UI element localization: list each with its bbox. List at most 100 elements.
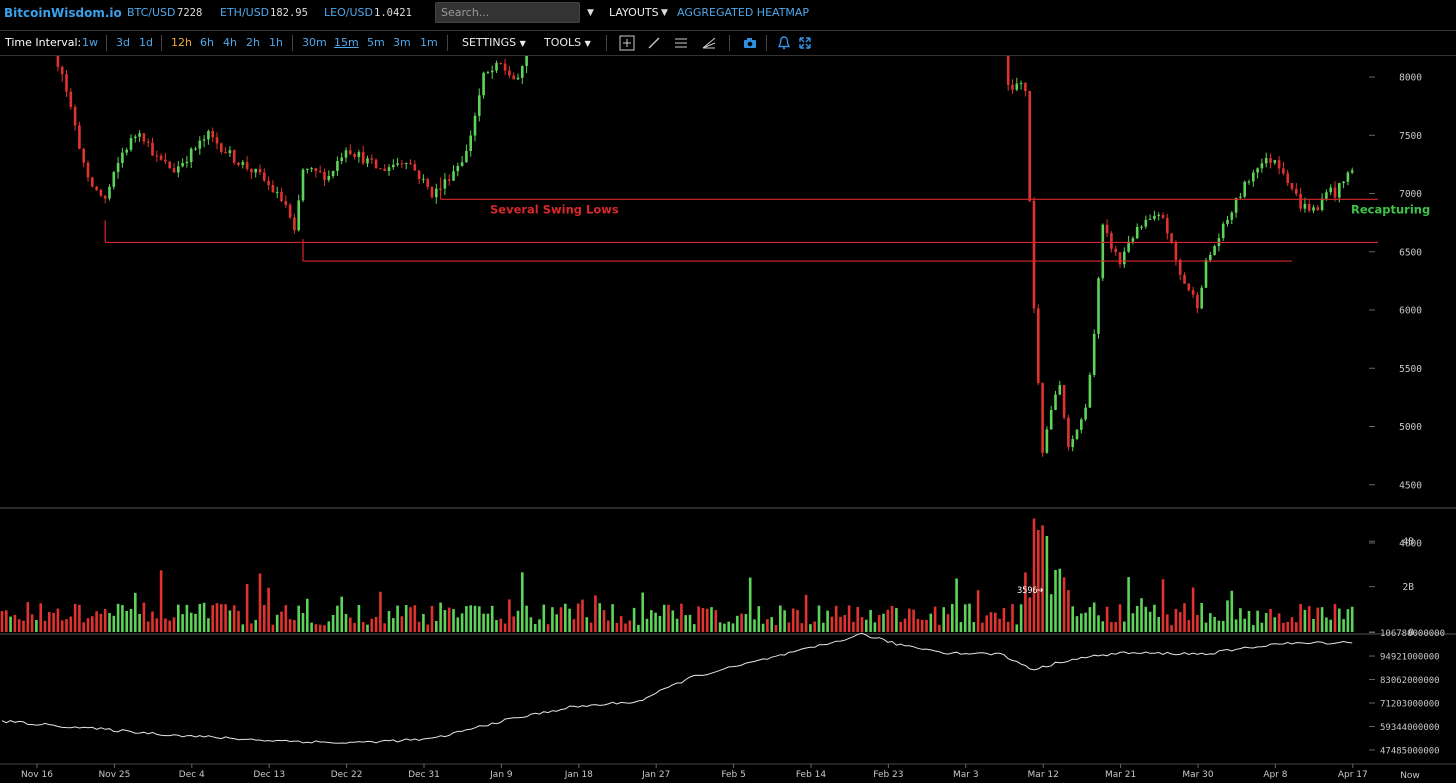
candle-body: [1200, 287, 1203, 309]
volume-bar: [503, 623, 507, 632]
interval-2h[interactable]: 2h: [246, 36, 260, 49]
volume-bar: [1226, 600, 1229, 632]
candle-body: [129, 138, 133, 150]
volume-bar: [701, 607, 705, 632]
candle-body: [512, 75, 515, 80]
volume-bar: [1127, 577, 1130, 632]
volume-bar: [1024, 572, 1027, 632]
interval-5m[interactable]: 5m: [367, 36, 385, 49]
trendline-icon[interactable]: [645, 34, 663, 52]
volume-bar: [327, 621, 331, 632]
market-cap-tick-label: 71203000000: [1380, 700, 1440, 710]
volume-tick-label: 2B: [1403, 582, 1415, 593]
volume-bar: [912, 609, 915, 632]
volume-bar: [916, 618, 920, 632]
volume-bar: [809, 624, 812, 632]
interval-4h[interactable]: 4h: [223, 36, 237, 49]
search-input[interactable]: [435, 2, 580, 23]
candle-body: [1342, 181, 1345, 184]
volume-bar: [619, 616, 623, 632]
settings-menu[interactable]: SETTINGS ▼: [462, 31, 526, 55]
volume-bar: [521, 572, 524, 632]
candle-body: [108, 186, 111, 199]
tools-menu[interactable]: TOOLS ▼: [544, 31, 591, 55]
candle-body: [1127, 241, 1130, 252]
layouts-menu[interactable]: LAYOUTS: [609, 6, 659, 19]
interval-30m[interactable]: 30m: [302, 36, 327, 49]
volume-bar: [1032, 518, 1036, 632]
interval-15m[interactable]: 15m: [334, 36, 359, 49]
candle-body: [1277, 160, 1281, 169]
volume-bar: [985, 615, 988, 632]
interval-3d[interactable]: 3d: [116, 36, 130, 49]
interval-1w[interactable]: 1w: [82, 36, 98, 49]
top-bar: BitcoinWisdom.io BTC/USD 7228 ETH/USD 18…: [0, 0, 1456, 28]
interval-1d[interactable]: 1d: [139, 36, 153, 49]
interval-3m[interactable]: 3m: [393, 36, 411, 49]
ticker-eth-price: 182.95: [270, 7, 308, 19]
fibonacci-icon[interactable]: [672, 34, 690, 52]
camera-icon[interactable]: [741, 34, 759, 52]
candle-body: [1101, 224, 1105, 279]
price-tick-label: 6500: [1399, 247, 1422, 258]
volume-bar: [121, 605, 124, 632]
volume-bar: [529, 617, 533, 632]
time-tick-label: Dec 22: [331, 770, 363, 780]
volume-bar: [822, 622, 825, 632]
time-tick-label: Jan 27: [641, 770, 670, 780]
ticker-btc-pair[interactable]: BTC/USD: [127, 6, 176, 19]
layouts-caret-icon[interactable]: ▼: [661, 8, 668, 18]
volume-bar: [684, 615, 687, 632]
volume-bar: [542, 604, 546, 632]
volume-bar: [1252, 625, 1255, 632]
volume-bar: [826, 610, 829, 632]
candle-body: [267, 180, 270, 186]
interval-1h[interactable]: 1h: [269, 36, 283, 49]
volume-bar: [886, 609, 890, 632]
candle-body: [396, 163, 399, 165]
candle-body: [215, 137, 219, 144]
aggregated-heatmap-link[interactable]: AGGREGATED HEATMAP: [677, 6, 810, 19]
candle-body: [516, 77, 520, 80]
volume-bar: [1196, 614, 1199, 632]
interval-1m[interactable]: 1m: [420, 36, 438, 49]
candle-body: [1084, 407, 1087, 420]
interval-12h[interactable]: 12h: [171, 36, 192, 49]
volume-bar: [172, 617, 176, 632]
volume-bar: [1269, 609, 1272, 632]
volume-bar: [856, 606, 859, 632]
ticker-eth-pair[interactable]: ETH/USD: [220, 6, 270, 19]
volume-bar: [443, 610, 447, 632]
volume-bar: [396, 605, 399, 632]
volume-bar: [435, 620, 438, 632]
candle-body: [1032, 200, 1036, 309]
ticker-leo-pair[interactable]: LEO/USD: [324, 6, 373, 19]
pitchfork-icon[interactable]: [700, 34, 718, 52]
volume-bar: [220, 604, 223, 632]
candle-body: [177, 166, 180, 173]
search-dropdown-caret-icon[interactable]: ▼: [587, 8, 594, 18]
volume-bar: [830, 616, 834, 632]
crosshair-icon[interactable]: [618, 34, 636, 52]
volume-bar: [125, 610, 128, 632]
fullscreen-icon[interactable]: [796, 34, 814, 52]
candle-body: [357, 152, 361, 157]
volume-bar: [1256, 610, 1259, 632]
site-logo[interactable]: BitcoinWisdom.io: [4, 6, 122, 20]
candle-body: [1058, 385, 1062, 395]
candle-body: [1320, 198, 1324, 210]
volume-bar: [159, 570, 163, 632]
alarm-icon[interactable]: [775, 34, 793, 52]
candle-body: [207, 131, 210, 140]
candle-body: [301, 169, 305, 201]
interval-6h[interactable]: 6h: [200, 36, 214, 49]
price-chart[interactable]: 4000450050005500600065007000750080008500…: [0, 56, 1456, 783]
chevron-down-icon: ▼: [584, 39, 591, 48]
volume-bar: [1217, 620, 1221, 632]
volume-bar: [232, 605, 236, 632]
price-tick-label: 5000: [1399, 422, 1422, 433]
volume-bar: [336, 605, 339, 632]
toolbar-divider: [606, 35, 607, 51]
candle-body: [443, 179, 447, 189]
volume-bar: [284, 605, 288, 632]
